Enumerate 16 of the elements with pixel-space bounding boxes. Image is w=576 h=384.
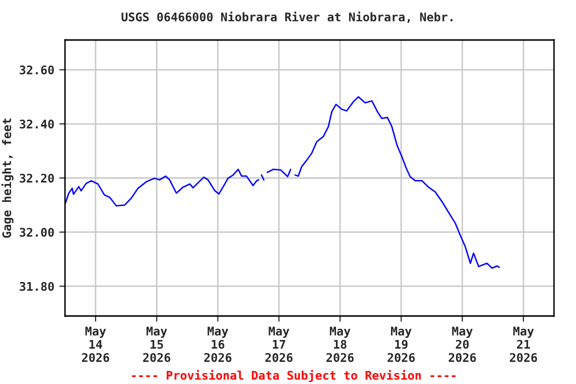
chart-title: USGS 06466000 Niobrara River at Niobrara, Nebr. [122,12,452,23]
y-tick-label: 32.40 [20,120,54,129]
x-tick-label: May 16 2026 [204,326,232,362]
text: ---- Provisional Data Subject to Revision ---- [132,370,456,382]
x-tick-label: May 21 2026 [510,326,538,362]
y-tick-label: 32.00 [20,228,54,237]
x-tick-label: May 14 2026 [82,326,110,362]
x-tick-label: May 15 2026 [143,326,170,362]
x-tick-label: May 20 2026 [448,326,476,362]
x-tick-label: May 19 2026 [388,326,415,362]
y-tick-label: 32.20 [20,174,54,183]
y-tick-label: 32.60 [20,65,54,74]
x-tick-label: May 18 2026 [326,326,354,362]
y-axis-title: Gage height, feet [1,118,14,238]
x-tick-label: May 17 2026 [265,326,293,362]
y-tick-label: 31.80 [20,282,54,291]
